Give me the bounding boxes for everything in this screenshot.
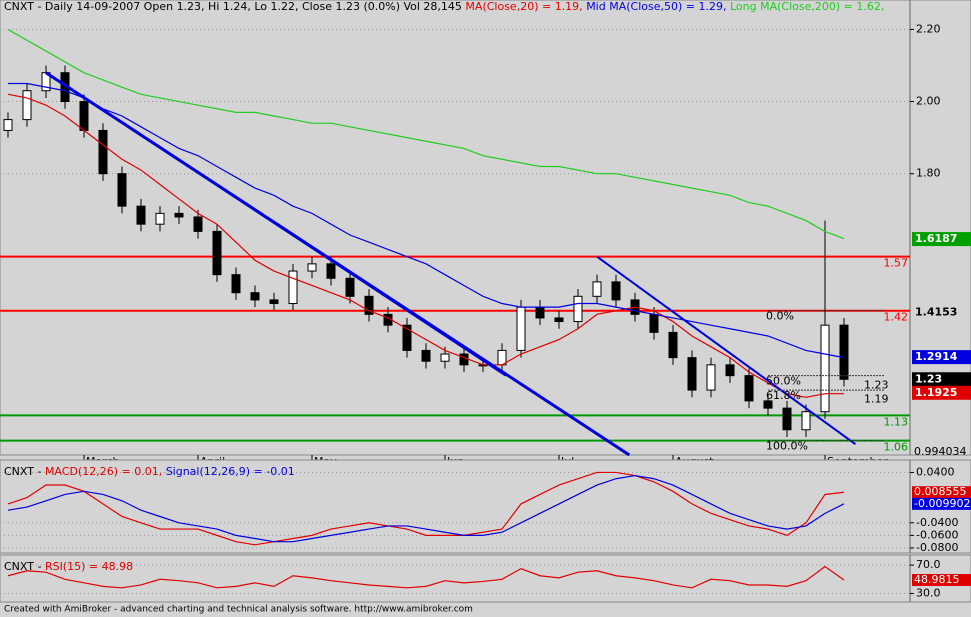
- candle-body: [288, 270, 298, 305]
- value-box: [912, 385, 971, 400]
- moving-average: [8, 82, 845, 359]
- y-tick-label: 0.0400: [916, 465, 955, 478]
- candle-body: [687, 357, 697, 391]
- candle-body: [421, 349, 431, 362]
- candle-body: [326, 263, 336, 279]
- candle-body: [3, 119, 13, 131]
- y-tick-label: 30.0: [916, 586, 941, 599]
- value-box-label: 1.6187: [915, 232, 957, 245]
- value-box: [912, 232, 971, 247]
- value-box-label: 1.4153: [915, 305, 957, 318]
- candle-body: [402, 324, 412, 351]
- fib-label: 100.0%: [766, 440, 808, 453]
- value-box: [912, 350, 971, 365]
- candle-body: [839, 324, 849, 380]
- axis-min-label: 0.994034: [914, 445, 967, 458]
- y-tick-label: -0.0800: [916, 541, 958, 554]
- value-box-label: -0.009902: [914, 497, 970, 510]
- value-box-label: 48.9815: [914, 573, 960, 586]
- fib-label: 0.0%: [766, 310, 794, 323]
- candle-body: [307, 263, 317, 272]
- trendline: [45, 71, 507, 377]
- candle-body: [98, 129, 108, 175]
- value-box: [912, 486, 971, 499]
- fib-label: 61.8%: [766, 389, 801, 402]
- series-label: Signal(12,26,9) = -0.01: [166, 465, 295, 478]
- y-tick-label: 1.80: [916, 167, 941, 180]
- panel: [0, 459, 971, 554]
- candle-body: [820, 324, 830, 413]
- candle-body: [136, 205, 146, 225]
- value-box-label: 1.23: [915, 372, 942, 385]
- candle-body: [554, 317, 564, 323]
- candle-body: [725, 364, 735, 377]
- candle-body: [212, 230, 222, 276]
- candle-body: [668, 331, 678, 359]
- horizontal-line-label: 1.42: [884, 311, 909, 324]
- candle-body: [174, 212, 184, 218]
- panel-title: CNXT - Daily 14-09-2007 Open 1.23, Hi 1.…: [4, 0, 884, 13]
- candle-body: [763, 400, 773, 409]
- horizontal-line-label: 1.13: [884, 415, 909, 428]
- value-box: [912, 574, 971, 587]
- indicator-line: [7, 471, 845, 546]
- value-box-label: 1.1925: [915, 386, 957, 399]
- candle-body: [345, 277, 355, 297]
- candle-body: [801, 411, 811, 431]
- series-label: MACD(12,26) = 0.01,: [45, 465, 166, 478]
- indicator-line: [7, 474, 845, 543]
- candle-body: [79, 101, 89, 131]
- candle-body: [364, 295, 374, 315]
- candle-body: [516, 306, 526, 351]
- panel-title: CNXT - MACD(12,26) = 0.01, Signal(12,26,…: [4, 465, 295, 478]
- horizontal-line-label: 1.06: [884, 441, 909, 454]
- trendline: [596, 255, 856, 445]
- candle-body: [440, 353, 450, 362]
- panel: [0, 0, 971, 456]
- candle-body: [649, 313, 659, 333]
- y-tick-label: 2.00: [916, 95, 941, 108]
- candle-body: [535, 306, 545, 319]
- footer: Created with AmiBroker - advanced charti…: [4, 605, 473, 615]
- title-part: CNXT -: [4, 465, 45, 478]
- moving-average: [7, 93, 844, 398]
- series-label: MA(Close,20) = 1.19,: [465, 0, 586, 13]
- panel: [0, 554, 971, 603]
- fib-label: 50.0%: [766, 375, 801, 388]
- value-box-label: 1.2914: [915, 350, 958, 363]
- candle-body: [611, 281, 621, 301]
- candle-body: [592, 281, 602, 297]
- candle-body: [459, 353, 469, 366]
- y-tick-label: 2.20: [916, 22, 941, 35]
- moving-average: [7, 28, 845, 240]
- candle-body: [117, 173, 127, 207]
- panel-title: CNXT - RSI(15) = 48.98: [4, 560, 133, 573]
- candle-body: [744, 375, 754, 402]
- series-label: Mid MA(Close,50) = 1.29,: [586, 0, 730, 13]
- candle-body: [269, 299, 279, 305]
- candle-body: [706, 364, 716, 391]
- indicator-line: [7, 565, 845, 589]
- candle-body: [250, 292, 260, 301]
- y-tick-label: -0.0400: [916, 516, 958, 529]
- horizontal-line-label: 1.57: [884, 257, 909, 270]
- series-label: Long MA(Close,200) = 1.62,: [730, 0, 884, 13]
- candle-body: [573, 295, 583, 323]
- title-part: CNXT -: [4, 560, 45, 573]
- candle-body: [22, 90, 32, 121]
- value-box-label: 0.008555: [914, 485, 967, 498]
- candle-body: [231, 274, 241, 294]
- candle-body: [782, 407, 792, 431]
- level-label: 1.23: [864, 378, 889, 391]
- level-label: 1.19: [864, 393, 889, 406]
- series-label: RSI(15) = 48.98: [45, 560, 133, 573]
- title-part: CNXT - Daily 14-09-2007 Open 1.23, Hi 1.…: [4, 0, 465, 13]
- y-tick-label: 70.0: [916, 558, 941, 571]
- value-box: [912, 372, 971, 387]
- candle-body: [193, 216, 203, 232]
- candle-body: [155, 212, 165, 225]
- y-tick-label: -0.0600: [916, 528, 958, 541]
- value-box: [912, 497, 971, 510]
